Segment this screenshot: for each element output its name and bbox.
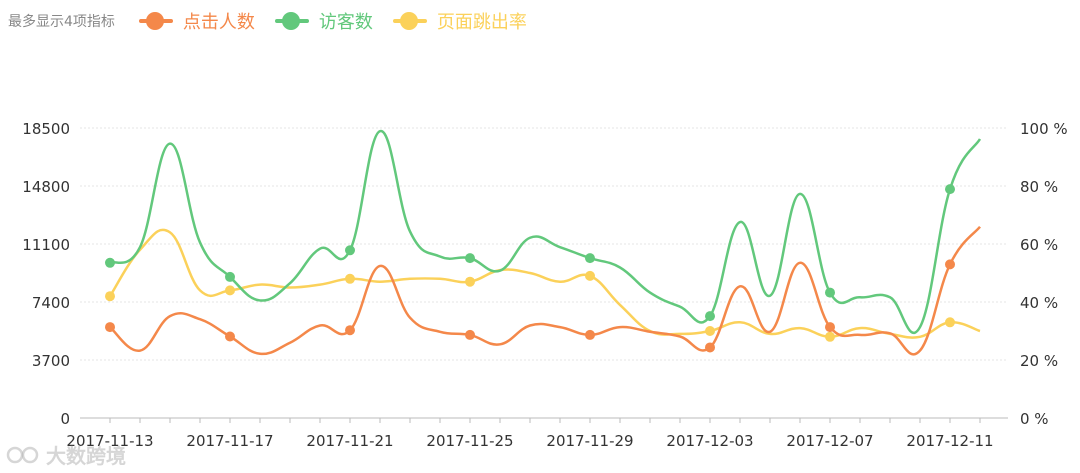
watermark-logo-icon — [6, 446, 39, 463]
legend-item-visitors[interactable]: 访客数 — [274, 8, 373, 34]
series-line-0 — [109, 225, 981, 356]
y-left-tick-label: 18500 — [22, 120, 70, 138]
data-point-1 — [945, 184, 955, 195]
y-right-tick-label: 80 % — [1020, 178, 1058, 196]
legend-clicks-swatch-icon — [138, 12, 173, 30]
data-point-1 — [825, 287, 835, 298]
data-point-2 — [345, 273, 355, 284]
y-left-tick-label: 11100 — [22, 236, 70, 254]
y-left-tick-label: 3700 — [32, 352, 70, 370]
x-tick-label: 2017-12-07 — [786, 432, 873, 450]
x-tick-label: 2017-11-13 — [66, 432, 153, 450]
x-tick-label: 2017-12-11 — [906, 432, 993, 450]
watermark-text: 大数跨境 — [46, 444, 126, 468]
data-point-0 — [825, 322, 835, 333]
data-point-2 — [105, 291, 115, 302]
legend-clicks-label: 点击人数 — [182, 12, 255, 33]
data-point-1 — [345, 245, 355, 256]
legend-item-clicks[interactable]: 点击人数 — [138, 8, 255, 34]
data-point-2 — [705, 326, 715, 336]
data-point-1 — [465, 253, 475, 264]
watermark: 大数跨境 — [6, 440, 126, 469]
x-tick-label: 2017-12-03 — [666, 432, 753, 450]
data-point-1 — [705, 311, 715, 322]
legend-visitors-swatch-icon — [274, 12, 309, 30]
legend-item-bounce-rate[interactable]: 页面跳出率 — [392, 8, 527, 34]
series-line-2 — [108, 228, 981, 339]
data-point-0 — [585, 329, 595, 340]
data-point-0 — [105, 322, 115, 333]
data-point-1 — [585, 253, 595, 264]
legend-visitors-label: 访客数 — [318, 12, 373, 33]
legend-bounce-label: 页面跳出率 — [436, 12, 527, 33]
x-tick-label: 2017-11-29 — [546, 432, 633, 450]
series-line-1 — [109, 129, 982, 335]
data-point-0 — [465, 329, 475, 340]
data-point-2 — [945, 317, 955, 328]
data-point-2 — [225, 285, 235, 296]
y-left-tick-label: 0 — [60, 410, 70, 428]
x-tick-label: 2017-11-21 — [306, 432, 393, 450]
x-tick-label: 2017-11-25 — [426, 432, 513, 450]
y-right-tick-label: 0 % — [1020, 410, 1049, 428]
legend-bounce-swatch-icon — [392, 12, 427, 30]
data-point-0 — [345, 325, 355, 336]
data-point-2 — [585, 270, 595, 281]
data-point-0 — [945, 259, 955, 270]
chart-toolbar: 最多显示4项指标 点击人数 访客数 页面跳出率 — [8, 6, 547, 36]
data-point-2 — [465, 276, 475, 287]
data-point-0 — [705, 342, 715, 353]
y-right-tick-label: 20 % — [1020, 352, 1058, 370]
y-right-tick-label: 60 % — [1020, 236, 1058, 254]
data-point-2 — [825, 331, 835, 342]
y-left-tick-label: 14800 — [22, 178, 70, 196]
x-tick-label: 2017-11-17 — [186, 432, 273, 450]
y-right-tick-label: 100 % — [1020, 120, 1068, 138]
data-point-1 — [225, 271, 235, 282]
y-right-tick-label: 40 % — [1020, 294, 1058, 312]
y-left-tick-label: 7400 — [32, 294, 70, 312]
metric-limit-hint: 最多显示4项指标 — [8, 14, 115, 30]
data-point-1 — [105, 257, 115, 268]
data-point-0 — [225, 331, 235, 342]
